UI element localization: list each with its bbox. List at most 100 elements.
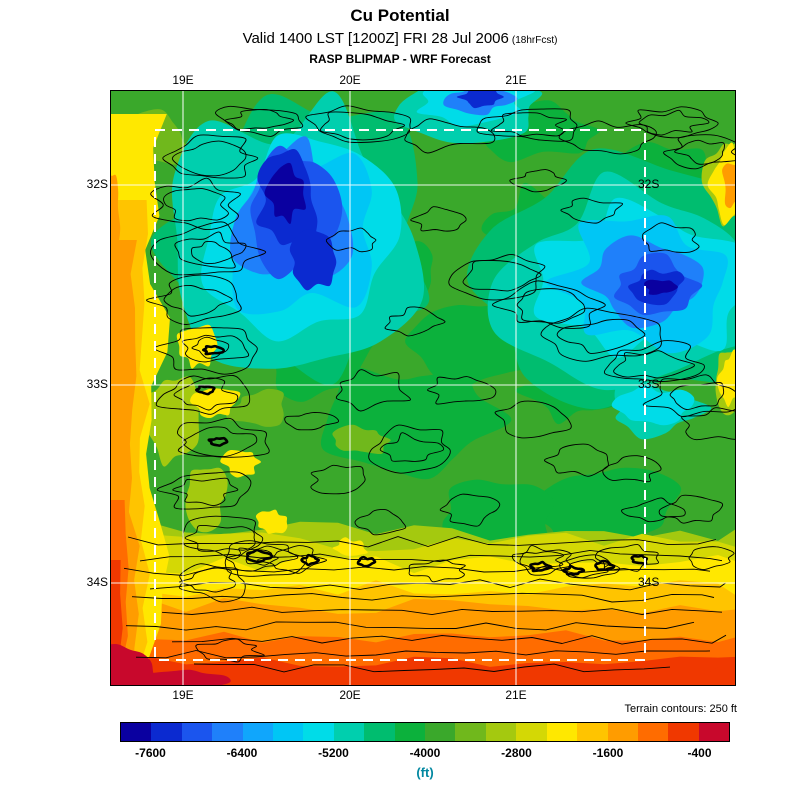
colorbar-segment bbox=[637, 723, 669, 741]
colorbar-segment bbox=[181, 723, 213, 741]
x-tick-top-21E: 21E bbox=[505, 73, 527, 87]
terrain-contour-line bbox=[638, 109, 710, 136]
colorbar-segment bbox=[668, 723, 699, 741]
colorbar-segment bbox=[242, 723, 274, 741]
terrain-contour-line bbox=[202, 344, 226, 356]
terrain-contour-line bbox=[354, 509, 407, 536]
terrain-contour-line bbox=[171, 634, 727, 645]
colorbar bbox=[120, 722, 730, 742]
colorbar-tick-label: -2800 bbox=[501, 746, 532, 760]
terrain-contour-line bbox=[427, 376, 497, 405]
terrain-contour-line bbox=[404, 118, 496, 154]
filled-contour-region bbox=[717, 349, 736, 408]
terrain-contour-line bbox=[177, 417, 270, 458]
terrain-contour-line bbox=[516, 288, 586, 324]
y-tick-left-33S: 33S bbox=[86, 377, 108, 391]
terrain-contour-line bbox=[439, 493, 501, 527]
terrain-contour-line bbox=[125, 621, 695, 631]
terrain-contour-line bbox=[162, 134, 259, 179]
terrain-contour-line bbox=[163, 284, 233, 317]
terrain-contour-line bbox=[476, 108, 578, 142]
x-tick-bottom-21E: 21E bbox=[505, 688, 527, 702]
filled-contour-region bbox=[110, 656, 736, 686]
terrain-contour-line bbox=[123, 566, 711, 576]
terrain-contour-line bbox=[490, 112, 567, 137]
filled-contour-region bbox=[255, 509, 288, 534]
terrain-contour-line bbox=[146, 274, 242, 325]
terrain-contour-line bbox=[225, 545, 299, 572]
colorbar-segment bbox=[333, 723, 365, 741]
colorbar-segment bbox=[394, 723, 426, 741]
model-source-line: RASP BLIPMAP - WRF Forecast bbox=[309, 52, 491, 66]
terrain-contour-line bbox=[663, 134, 736, 170]
terrain-contour-line bbox=[184, 524, 256, 552]
x-tick-top-19E: 19E bbox=[172, 73, 194, 87]
terrain-contour-line bbox=[595, 544, 659, 572]
filled-contour-region bbox=[264, 162, 306, 224]
terrain-contour-line bbox=[149, 578, 727, 591]
terrain-contour-line bbox=[356, 555, 377, 568]
y-tick-left-32S: 32S bbox=[86, 177, 108, 191]
terrain-contours-note: Terrain contours: 250 ft bbox=[624, 703, 737, 715]
x-tick-top-20E: 20E bbox=[339, 73, 361, 87]
filled-contour-region bbox=[154, 129, 646, 661]
terrain-contour-line bbox=[284, 411, 339, 431]
terrain-contour-line bbox=[602, 455, 662, 483]
filled-contour-region bbox=[611, 385, 695, 426]
terrain-contour-line bbox=[139, 549, 723, 562]
filled-contour-region bbox=[691, 666, 736, 686]
colorbar-segment bbox=[607, 723, 638, 741]
colorbar-segment bbox=[151, 723, 182, 741]
terrain-contour-line bbox=[178, 563, 246, 603]
y-tick-right-33S: 33S bbox=[638, 377, 660, 391]
terrain-contour-line bbox=[674, 139, 725, 165]
terrain-contour-line bbox=[150, 221, 267, 276]
colorbar-segment bbox=[698, 723, 730, 741]
terrain-contour-line bbox=[305, 105, 412, 144]
filled-contour-region bbox=[722, 163, 736, 209]
terrain-contour-line bbox=[155, 374, 251, 415]
terrain-contour-line bbox=[658, 494, 724, 524]
terrain-contour-line bbox=[131, 592, 715, 603]
colorbar-segment bbox=[364, 723, 395, 741]
terrain-contour-line bbox=[161, 606, 723, 616]
colorbar-segment bbox=[485, 723, 517, 741]
terrain-contour-line bbox=[529, 560, 553, 573]
terrain-contour-line bbox=[207, 436, 229, 447]
colorbar-segment bbox=[577, 723, 608, 741]
map-plot-area bbox=[110, 90, 736, 686]
terrain-contour-line bbox=[150, 177, 241, 230]
filled-contour-region bbox=[644, 279, 678, 295]
colorbar-segment bbox=[303, 723, 334, 741]
colorbar-tick-label: -7600 bbox=[135, 746, 166, 760]
terrain-contour-line bbox=[688, 546, 735, 571]
terrain-contour-line bbox=[625, 106, 719, 139]
filled-contour-region bbox=[138, 376, 199, 467]
terrain-contour-line bbox=[408, 559, 466, 583]
terrain-contour-line bbox=[669, 381, 725, 410]
terrain-contour-line bbox=[492, 280, 606, 329]
terrain-contour-line bbox=[127, 536, 717, 548]
terrain-contour-line bbox=[110, 90, 736, 686]
valid-time-line: Valid 1400 LST [1200Z] FRI 28 Jul 2006 (1… bbox=[0, 30, 800, 47]
terrain-contour-line bbox=[494, 400, 572, 439]
terrain-contour-line bbox=[560, 197, 623, 224]
x-tick-bottom-20E: 20E bbox=[339, 688, 361, 702]
terrain-contour-line bbox=[558, 120, 657, 155]
terrain-contour-line bbox=[410, 206, 467, 232]
colorbar-tick-label: -1600 bbox=[592, 746, 624, 760]
terrain-contour-line bbox=[509, 169, 567, 193]
terrain-contour-line bbox=[540, 307, 662, 362]
valid-time-text: Valid 1400 LST [1200Z] FRI 28 Jul 2006 bbox=[242, 30, 509, 47]
terrain-contour-line bbox=[191, 336, 230, 359]
colorbar-segment bbox=[212, 723, 243, 741]
filled-contour-region bbox=[226, 388, 284, 427]
terrain-contour-line bbox=[379, 432, 445, 462]
terrain-contour-line bbox=[335, 369, 411, 412]
terrain-contour-line bbox=[594, 559, 616, 572]
terrain-contour-line bbox=[642, 374, 736, 418]
colorbar-segment bbox=[516, 723, 547, 741]
filled-contour-region bbox=[110, 90, 736, 686]
terrain-contour-line bbox=[193, 663, 671, 673]
terrain-contour-line bbox=[310, 464, 366, 495]
